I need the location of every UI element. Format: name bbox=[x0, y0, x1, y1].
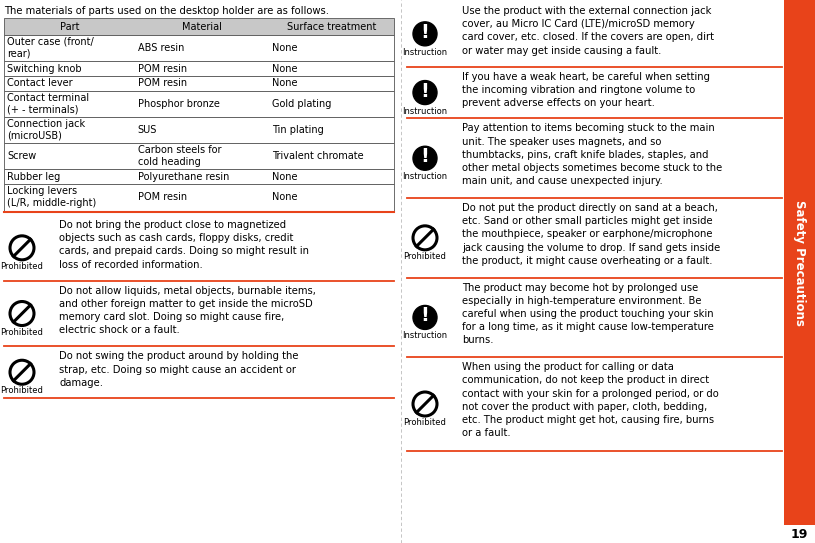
Text: !: ! bbox=[421, 306, 430, 325]
Text: If you have a weak heart, be careful when setting
the incoming vibration and rin: If you have a weak heart, be careful whe… bbox=[462, 72, 710, 108]
Text: 19: 19 bbox=[791, 527, 808, 540]
Text: POM resin: POM resin bbox=[138, 64, 187, 73]
Text: POM resin: POM resin bbox=[138, 193, 187, 203]
Text: The materials of parts used on the desktop holder are as follows.: The materials of parts used on the deskt… bbox=[4, 6, 329, 16]
Text: Prohibited: Prohibited bbox=[1, 327, 43, 337]
Text: Connection jack
(microUSB): Connection jack (microUSB) bbox=[7, 119, 85, 141]
Bar bbox=[4, 18, 394, 35]
Text: !: ! bbox=[421, 23, 430, 42]
Text: When using the product for calling or data
communication, do not keep the produc: When using the product for calling or da… bbox=[462, 362, 719, 438]
Text: Part: Part bbox=[59, 22, 79, 31]
Text: Outer case (front/
rear): Outer case (front/ rear) bbox=[7, 37, 94, 59]
Circle shape bbox=[413, 146, 437, 171]
Text: ABS resin: ABS resin bbox=[138, 43, 184, 53]
Circle shape bbox=[413, 22, 437, 46]
Text: Phosphor bronze: Phosphor bronze bbox=[138, 99, 219, 109]
Text: Use the product with the external connection jack
cover, au Micro IC Card (LTE)/: Use the product with the external connec… bbox=[462, 6, 714, 55]
Text: Do not swing the product around by holding the
strap, etc. Doing so might cause : Do not swing the product around by holdi… bbox=[59, 351, 298, 388]
Text: None: None bbox=[272, 172, 297, 181]
Text: !: ! bbox=[421, 147, 430, 166]
Circle shape bbox=[413, 306, 437, 330]
Text: Instruction: Instruction bbox=[403, 106, 447, 116]
Text: Do not put the product directly on sand at a beach,
etc. Sand or other small par: Do not put the product directly on sand … bbox=[462, 203, 720, 266]
Bar bbox=[4, 169, 394, 184]
Bar bbox=[4, 143, 394, 169]
Text: Prohibited: Prohibited bbox=[1, 262, 43, 271]
Bar bbox=[4, 35, 394, 61]
Text: Safety Precautions: Safety Precautions bbox=[793, 200, 806, 325]
Bar bbox=[4, 117, 394, 143]
Text: Instruction: Instruction bbox=[403, 331, 447, 340]
Text: SUS: SUS bbox=[138, 125, 157, 135]
Text: Rubber leg: Rubber leg bbox=[7, 172, 60, 181]
Text: Prohibited: Prohibited bbox=[403, 418, 447, 427]
Text: Do not allow liquids, metal objects, burnable items,
and other foreign matter to: Do not allow liquids, metal objects, bur… bbox=[59, 286, 316, 335]
Text: !: ! bbox=[421, 81, 430, 100]
Text: Instruction: Instruction bbox=[403, 172, 447, 181]
Text: Prohibited: Prohibited bbox=[403, 252, 447, 261]
Bar bbox=[4, 76, 394, 91]
Text: Contact lever: Contact lever bbox=[7, 79, 73, 89]
Text: The product may become hot by prolonged use
especially in high-temperature envir: The product may become hot by prolonged … bbox=[462, 283, 714, 345]
Text: Screw: Screw bbox=[7, 151, 36, 161]
Text: Trivalent chromate: Trivalent chromate bbox=[272, 151, 363, 161]
Text: Surface treatment: Surface treatment bbox=[287, 22, 377, 31]
Text: None: None bbox=[272, 43, 297, 53]
Text: None: None bbox=[272, 79, 297, 89]
Text: None: None bbox=[272, 64, 297, 73]
Text: Polyurethane resin: Polyurethane resin bbox=[138, 172, 229, 181]
Bar bbox=[784, 0, 815, 525]
Text: Material: Material bbox=[182, 22, 222, 31]
Text: Do not bring the product close to magnetized
objects such as cash cards, floppy : Do not bring the product close to magnet… bbox=[59, 220, 309, 270]
Circle shape bbox=[413, 80, 437, 105]
Bar bbox=[4, 184, 394, 211]
Text: None: None bbox=[272, 193, 297, 203]
Text: Tin plating: Tin plating bbox=[272, 125, 324, 135]
Text: Gold plating: Gold plating bbox=[272, 99, 332, 109]
Text: Locking levers
(L/R, middle-right): Locking levers (L/R, middle-right) bbox=[7, 186, 96, 209]
Bar bbox=[4, 61, 394, 76]
Text: Contact terminal
(+ - terminals): Contact terminal (+ - terminals) bbox=[7, 93, 89, 115]
Text: Pay attention to items becoming stuck to the main
unit. The speaker uses magnets: Pay attention to items becoming stuck to… bbox=[462, 123, 722, 186]
Text: Carbon steels for
cold heading: Carbon steels for cold heading bbox=[138, 145, 221, 167]
Text: POM resin: POM resin bbox=[138, 79, 187, 89]
Bar bbox=[4, 91, 394, 117]
Text: Instruction: Instruction bbox=[403, 48, 447, 57]
Text: Prohibited: Prohibited bbox=[1, 386, 43, 395]
Text: Switching knob: Switching knob bbox=[7, 64, 82, 73]
